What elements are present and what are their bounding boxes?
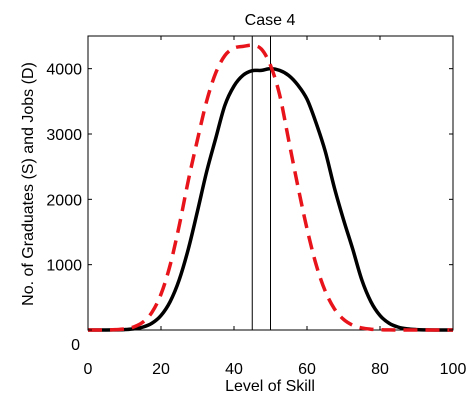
x-tick-label: 0	[84, 361, 93, 378]
y-tick-label: 1000	[46, 258, 82, 275]
x-tick-label: 20	[152, 361, 170, 378]
plot-area: 0 20 40 60 80 100 0 1000 2000 3000 4000	[46, 35, 467, 378]
reference-lines	[251, 36, 271, 330]
y-tick-label: 0	[71, 337, 80, 354]
y-tick-label: 3000	[46, 127, 82, 144]
chart-title: Case 4	[245, 12, 296, 29]
y-tick-label: 2000	[46, 192, 82, 209]
x-tick-label: 60	[298, 361, 316, 378]
x-tick-label: 100	[440, 361, 467, 378]
series-line-dashed	[87, 43, 453, 332]
y-axis-ticks: 0 1000 2000 3000 4000	[46, 62, 453, 354]
x-axis-title: Level of Skill	[225, 378, 315, 395]
x-tick-label: 40	[225, 361, 243, 378]
y-axis-title: No. of Graduates (S) and Jobs (D)	[20, 62, 37, 306]
series-layer	[87, 43, 453, 332]
y-tick-label: 4000	[46, 62, 82, 79]
x-axis-ticks: 0 20 40 60 80 100	[84, 36, 467, 378]
x-tick-label: 80	[371, 361, 389, 378]
